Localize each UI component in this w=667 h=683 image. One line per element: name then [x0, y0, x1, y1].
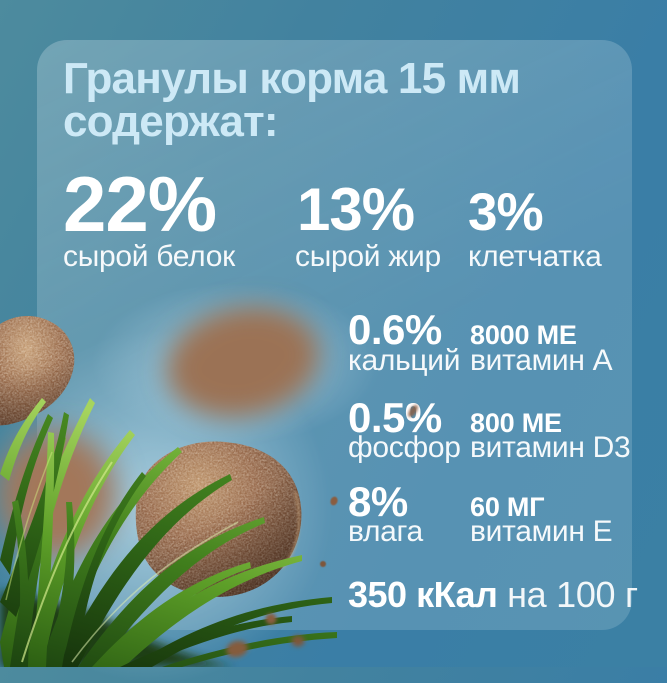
calories-line: 350 кКал на 100 г	[348, 577, 638, 613]
title-line-2: содержат:	[63, 97, 278, 146]
stat-vitamin-e-value: 60 МГ	[470, 492, 545, 522]
stat-phosphorus-label: фосфор	[348, 431, 461, 464]
stat-moisture-value: 8%	[348, 478, 408, 525]
stat-moisture-label: влага	[348, 515, 423, 548]
stat-calcium-label: кальций	[348, 344, 461, 377]
stat-fiber-value: 3%	[468, 183, 544, 242]
stat-vitamin-a-label: витамин А	[470, 344, 613, 377]
stat-fiber-label: клетчатка	[468, 240, 602, 273]
nutrition-card: Гранулы корма 15 мм содержат: 22% 13% 3% …	[37, 40, 638, 630]
stat-vitamin-d3-label: витамин D3	[470, 431, 631, 464]
title-line-1: Гранулы корма 15 мм	[63, 54, 521, 103]
stat-fat-label: сырой жир	[295, 240, 441, 273]
stat-phosphorus-value: 0.5%	[348, 394, 442, 441]
stat-calcium-value: 0.6%	[348, 306, 442, 353]
stat-vitamin-d3-value: 800 МЕ	[470, 408, 562, 438]
pet-food-infographic: Гранулы корма 15 мм содержат: 22% 13% 3% …	[0, 40, 638, 683]
calories-suffix: на 100 г	[497, 574, 638, 615]
calories-value: 350 кКал	[348, 574, 498, 615]
stat-fat-value: 13%	[297, 176, 415, 243]
stat-vitamin-a-value: 8000 МЕ	[470, 320, 577, 350]
stat-protein-label: сырой белок	[63, 240, 235, 273]
stat-vitamin-e-label: витамин Е	[470, 515, 613, 548]
stat-protein-value: 22%	[63, 160, 217, 248]
